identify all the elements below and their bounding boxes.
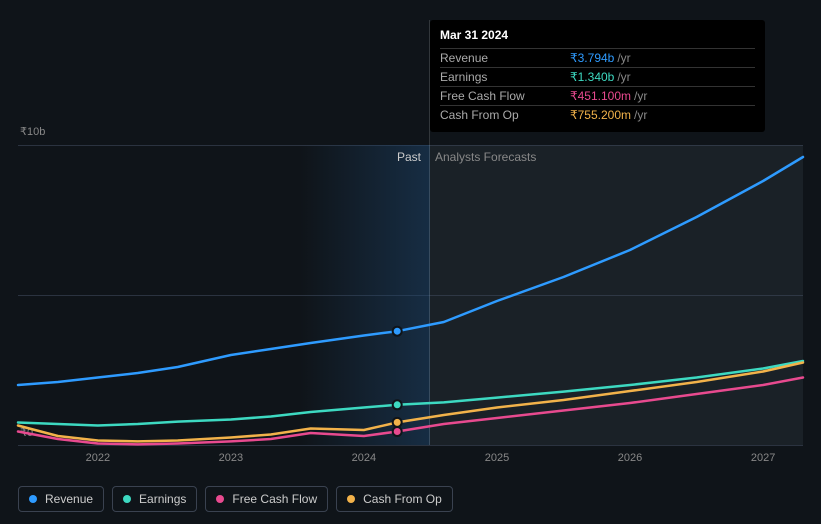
legend-dot-icon <box>123 495 131 503</box>
x-tick: 2022 <box>86 452 110 464</box>
tooltip-metric-label: Free Cash Flow <box>440 89 570 103</box>
legend-label: Cash From Op <box>363 492 442 506</box>
tooltip-metric-suffix: /yr <box>617 51 630 65</box>
y-axis-top-label: ₹10b <box>20 125 45 138</box>
x-tick: 2023 <box>219 452 243 464</box>
x-tick: 2024 <box>352 452 376 464</box>
tooltip-metric-value: ₹1.340b <box>570 70 614 84</box>
tooltip-metric-suffix: /yr <box>634 89 647 103</box>
legend-item-cashop[interactable]: Cash From Op <box>336 486 453 512</box>
legend-dot-icon <box>347 495 355 503</box>
tooltip-date: Mar 31 2024 <box>440 28 755 48</box>
legend: Revenue Earnings Free Cash Flow Cash From O… <box>18 486 453 512</box>
tooltip-metric-value: ₹451.100m <box>570 89 631 103</box>
marker-dot-fcf <box>393 427 402 436</box>
legend-item-earnings[interactable]: Earnings <box>112 486 197 512</box>
tooltip-metric-suffix: /yr <box>617 70 630 84</box>
tooltip-metric-label: Earnings <box>440 70 570 84</box>
series-line-earnings <box>18 361 803 426</box>
x-tick: 2025 <box>485 452 509 464</box>
legend-label: Free Cash Flow <box>232 492 317 506</box>
tooltip-metric-suffix: /yr <box>634 108 647 122</box>
tooltip-metric-label: Revenue <box>440 51 570 65</box>
tooltip-row: Revenue₹3.794b/yr <box>440 48 755 67</box>
marker-dot-cashop <box>393 418 402 427</box>
tooltip-rows: Revenue₹3.794b/yrEarnings₹1.340b/yrFree … <box>440 48 755 124</box>
marker-dot-revenue <box>393 327 402 336</box>
chart-svg[interactable] <box>18 145 803 445</box>
x-tick: 2027 <box>751 452 775 464</box>
legend-dot-icon <box>29 495 37 503</box>
tooltip-metric-label: Cash From Op <box>440 108 570 122</box>
marker-dot-earnings <box>393 400 402 409</box>
legend-item-fcf[interactable]: Free Cash Flow <box>205 486 328 512</box>
tooltip-row: Free Cash Flow₹451.100m/yr <box>440 86 755 105</box>
x-tick: 2026 <box>618 452 642 464</box>
tooltip-metric-value: ₹3.794b <box>570 51 614 65</box>
legend-label: Revenue <box>45 492 93 506</box>
tooltip-row: Cash From Op₹755.200m/yr <box>440 105 755 124</box>
legend-dot-icon <box>216 495 224 503</box>
hover-tooltip: Mar 31 2024 Revenue₹3.794b/yrEarnings₹1.… <box>430 20 765 132</box>
legend-label: Earnings <box>139 492 186 506</box>
legend-item-revenue[interactable]: Revenue <box>18 486 104 512</box>
series-line-fcf <box>18 378 803 445</box>
tooltip-row: Earnings₹1.340b/yr <box>440 67 755 86</box>
tooltip-metric-value: ₹755.200m <box>570 108 631 122</box>
series-line-revenue <box>18 157 803 385</box>
